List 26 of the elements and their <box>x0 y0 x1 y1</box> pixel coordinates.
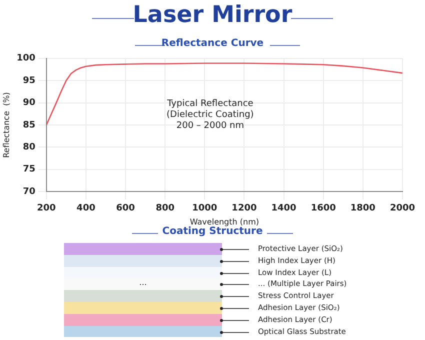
y-tick-label: 75 <box>22 164 36 175</box>
x-tick-label: 1600 <box>310 203 336 214</box>
y-tick-label: 70 <box>22 186 36 197</box>
x-tick-label: 1800 <box>350 203 376 214</box>
y-tick-label: 100 <box>16 54 36 64</box>
y-axis-title: Reflectance (%) <box>2 92 11 158</box>
text: Coating Structure <box>161 226 264 237</box>
x-tick-label: 600 <box>116 203 135 214</box>
x-tick-label: 1000 <box>192 203 218 214</box>
x-tick-label: 200 <box>36 203 56 214</box>
annotation: (Dielectric Coating) <box>166 110 254 120</box>
annotation: 200 – 2000 nm <box>176 121 244 132</box>
y-tick-label: 85 <box>22 120 36 130</box>
y-tick-label: 95 <box>22 76 36 86</box>
x-tick-label: 1400 <box>271 203 296 214</box>
chart-title: Laser Mirror <box>132 2 294 28</box>
x-tick-label: 1200 <box>232 203 257 214</box>
chart-subtitle: Reflectance Curve <box>160 38 265 49</box>
x-axis-title: Wavelength (nm) <box>190 217 259 226</box>
x-tick-label: 2000 <box>390 203 416 214</box>
y-tick-label: 80 <box>22 142 36 153</box>
x-tick-label: 400 <box>76 203 96 214</box>
annotation: Typical Reflectance <box>166 99 254 110</box>
y-tick-label: 90 <box>22 98 36 108</box>
text: ... <box>64 277 222 290</box>
x-tick-label: 800 <box>156 203 174 214</box>
